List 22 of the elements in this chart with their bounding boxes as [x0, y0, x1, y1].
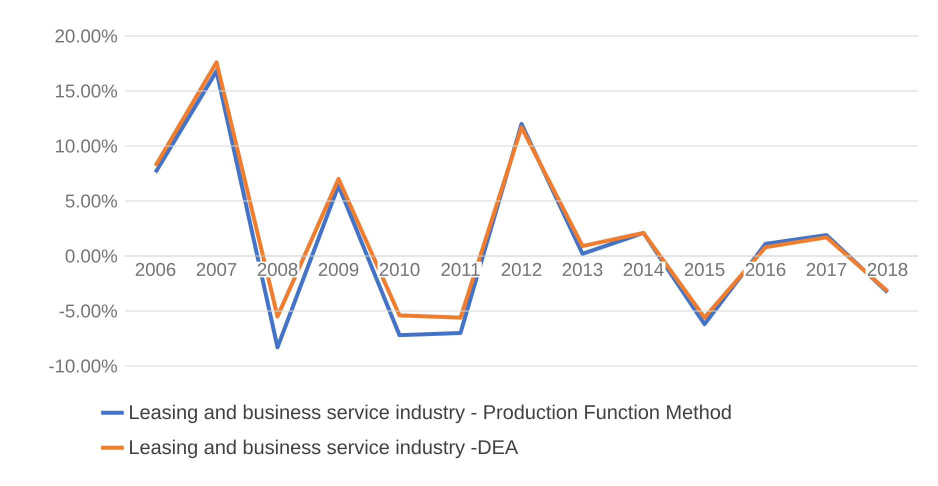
- x-tick-label: 2006: [136, 262, 176, 276]
- legend-label: Leasing and business service industry - Production Function Method: [130, 404, 731, 424]
- x-tick-label: 2009: [318, 262, 358, 276]
- y-tick-label: -5.00%: [60, 304, 117, 318]
- y-tick-label: -10.00%: [49, 359, 117, 373]
- x-tick-label: 2012: [502, 262, 542, 276]
- x-tick-label: 2007: [196, 262, 236, 276]
- x-tick-label: 2011: [441, 262, 480, 276]
- y-tick-label: 15.00%: [56, 84, 117, 98]
- legend-label: Leasing and business service industry -DEA: [130, 440, 518, 458]
- x-tick-label: 2010: [380, 262, 420, 276]
- y-tick-label: 0.00%: [66, 249, 117, 263]
- y-tick-label: 20.00%: [56, 29, 117, 43]
- x-tick-label: 2008: [258, 262, 298, 276]
- x-tick-label: 2015: [684, 262, 724, 276]
- x-tick-label: 2016: [746, 262, 786, 276]
- x-tick-label: 2017: [806, 262, 846, 276]
- x-tick-label: 2013: [562, 262, 602, 276]
- y-tick-label: 10.00%: [56, 139, 117, 153]
- y-tick-label: 5.00%: [66, 194, 117, 208]
- x-tick-label: 2014: [624, 262, 664, 276]
- x-tick-label: 2018: [868, 262, 908, 276]
